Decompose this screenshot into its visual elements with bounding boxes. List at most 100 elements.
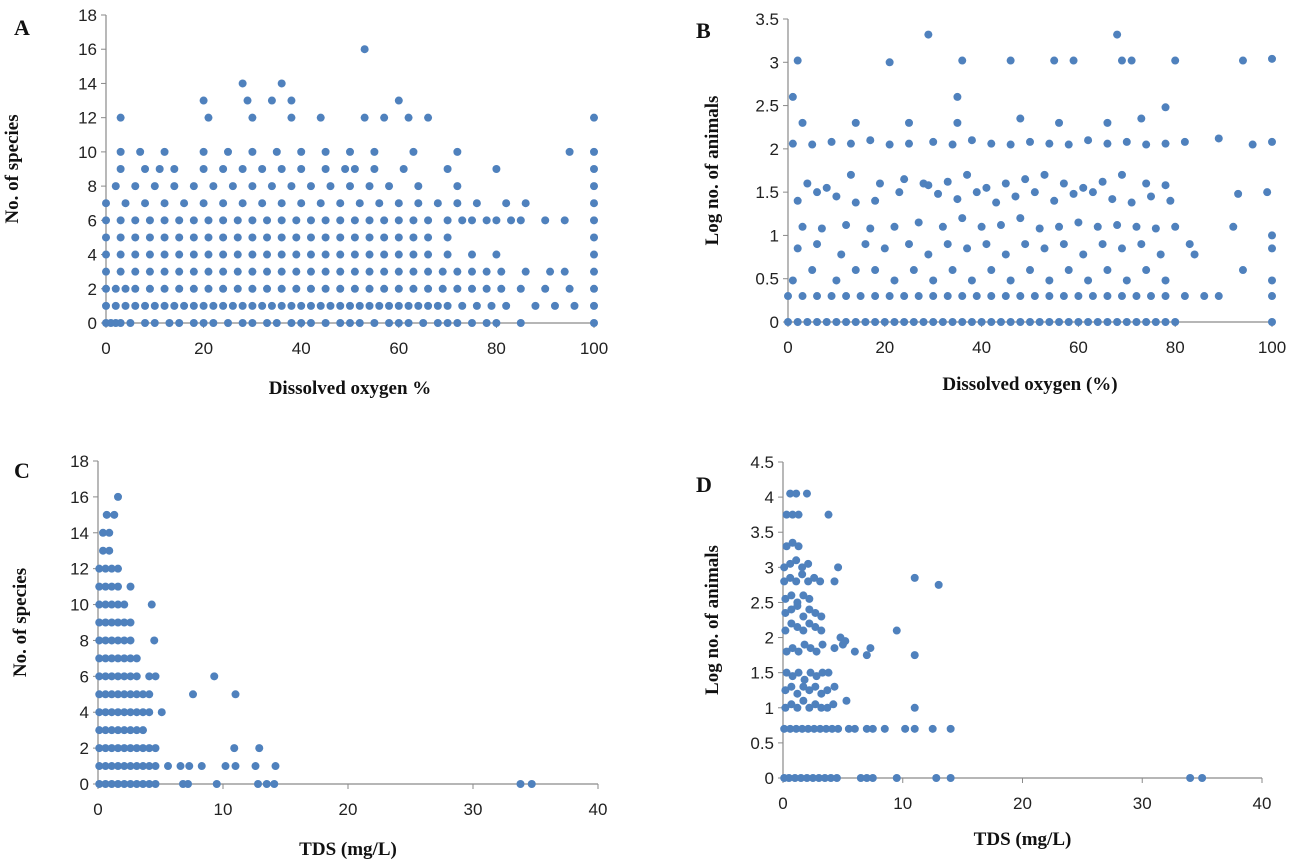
data-point	[1093, 318, 1102, 326]
data-point	[856, 292, 865, 301]
data-point	[409, 267, 418, 276]
data-point	[946, 724, 955, 733]
data-point	[590, 301, 598, 310]
data-point	[107, 744, 116, 753]
y-tick-label: 1	[770, 226, 779, 245]
data-point	[590, 113, 598, 122]
data-point	[850, 647, 859, 656]
data-point	[209, 319, 218, 327]
data-point	[850, 724, 859, 733]
data-point	[297, 199, 306, 208]
data-point	[1103, 266, 1112, 275]
data-point	[1064, 318, 1073, 326]
data-point	[277, 250, 286, 259]
data-point	[929, 292, 938, 301]
data-point	[360, 45, 369, 54]
data-point	[102, 216, 110, 225]
y-tick-label: 0	[80, 775, 89, 794]
data-point	[938, 318, 947, 326]
data-point	[287, 319, 296, 327]
data-point	[175, 250, 184, 259]
data-point	[590, 267, 598, 276]
data-point	[1030, 188, 1039, 197]
data-point	[910, 724, 919, 733]
data-point	[890, 222, 899, 231]
data-point	[799, 682, 808, 691]
y-tick-label: 6	[88, 211, 97, 230]
data-point	[1117, 56, 1126, 65]
data-point	[1132, 318, 1141, 326]
data-point	[1016, 114, 1025, 123]
data-point	[810, 724, 819, 733]
data-point	[1074, 318, 1083, 326]
data-point	[132, 726, 141, 735]
data-point	[943, 292, 952, 301]
data-point	[189, 301, 198, 310]
data-point	[805, 703, 814, 712]
data-point	[1021, 175, 1030, 184]
data-point	[189, 233, 198, 242]
data-point	[346, 319, 354, 327]
data-point	[780, 724, 789, 733]
x-tick-label: 60	[389, 339, 408, 358]
data-point	[102, 233, 110, 242]
data-point	[813, 188, 822, 197]
y-tick-label: 18	[78, 6, 97, 25]
data-point	[1084, 276, 1093, 285]
data-point	[132, 708, 141, 717]
data-point	[812, 672, 821, 681]
data-point	[365, 267, 374, 276]
x-axis-title: TDS (mg/L)	[299, 839, 397, 859]
x-tick-label: 10	[893, 794, 912, 813]
data-point	[258, 199, 267, 208]
x-tick-label: 40	[972, 338, 991, 357]
data-point	[1161, 181, 1170, 190]
data-point	[95, 600, 104, 609]
data-point	[297, 319, 306, 327]
data-point	[996, 221, 1005, 230]
data-point	[230, 744, 239, 753]
data-point	[160, 233, 169, 242]
data-point	[321, 284, 330, 293]
data-point	[862, 774, 871, 782]
data-point	[433, 301, 442, 310]
data-point	[793, 56, 802, 65]
data-point	[424, 284, 433, 293]
data-point	[277, 165, 286, 173]
data-point	[99, 546, 107, 555]
data-point	[958, 56, 967, 65]
y-tick-label: 3.5	[755, 10, 779, 29]
data-point	[263, 284, 272, 293]
data-point	[1190, 250, 1199, 259]
data-point	[804, 577, 813, 586]
y-tick-label: 3	[765, 558, 774, 577]
data-point	[219, 284, 228, 293]
data-point	[1142, 266, 1151, 275]
data-point	[1069, 189, 1078, 198]
data-point	[185, 762, 194, 771]
y-tick-label: 2.5	[750, 593, 774, 612]
y-axis-title: Log no. of animals	[702, 545, 723, 695]
data-point	[199, 199, 208, 208]
data-point	[820, 774, 829, 782]
y-tick-label: 0	[765, 769, 774, 788]
data-point	[1059, 292, 1068, 301]
data-point	[114, 690, 122, 699]
data-point	[827, 137, 836, 146]
data-point	[808, 266, 817, 275]
data-point	[150, 636, 159, 645]
data-point	[1084, 136, 1093, 145]
y-tick-label: 4	[80, 703, 89, 722]
data-point	[292, 284, 301, 293]
data-point	[204, 250, 213, 259]
data-point	[1040, 170, 1049, 179]
data-point	[934, 189, 943, 198]
data-point	[204, 113, 213, 122]
data-point	[1151, 318, 1160, 326]
data-point	[871, 266, 880, 275]
data-point	[139, 780, 147, 788]
y-tick-label: 0	[770, 313, 779, 332]
data-point	[928, 724, 937, 733]
data-point	[120, 600, 129, 609]
data-point	[453, 147, 462, 156]
